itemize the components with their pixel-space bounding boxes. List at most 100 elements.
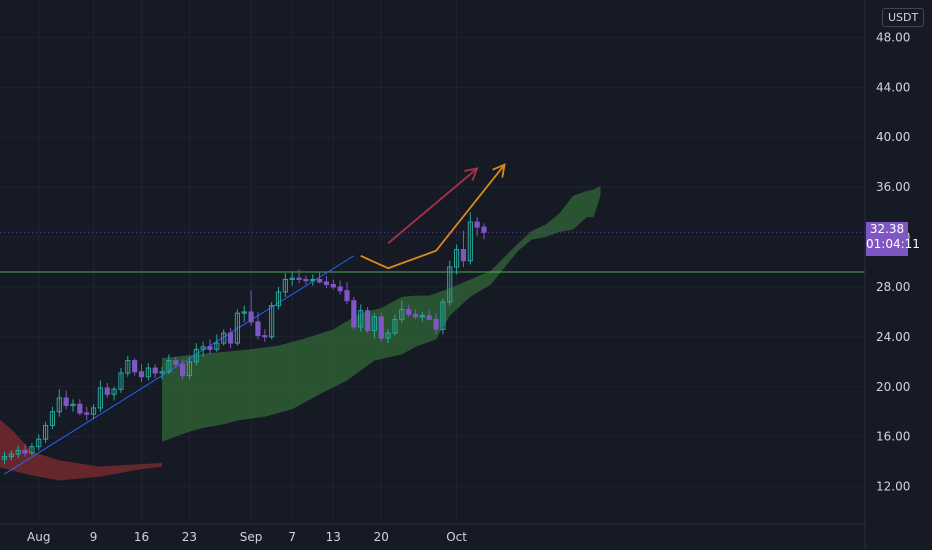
candle-body bbox=[241, 311, 247, 314]
candle-body bbox=[378, 316, 384, 339]
candle-body bbox=[358, 310, 364, 328]
y-tick-label: 24.00 bbox=[876, 330, 910, 344]
candle bbox=[241, 305, 247, 322]
candle bbox=[29, 442, 35, 456]
trend-line bbox=[4, 255, 355, 475]
x-tick-label: Aug bbox=[27, 530, 50, 544]
candle-body bbox=[173, 360, 179, 365]
x-tick-label: 16 bbox=[134, 530, 149, 544]
candle-body bbox=[454, 249, 460, 268]
candle-body bbox=[8, 453, 14, 458]
candle bbox=[433, 313, 439, 335]
candle bbox=[399, 300, 405, 324]
candle bbox=[406, 304, 412, 317]
candle bbox=[193, 343, 199, 366]
candle-body bbox=[77, 403, 83, 414]
projection-path-orange bbox=[360, 164, 506, 270]
candle bbox=[22, 444, 28, 457]
candle bbox=[227, 328, 234, 349]
y-tick-label: 40.00 bbox=[876, 130, 910, 144]
candle bbox=[200, 341, 206, 357]
candle bbox=[234, 309, 241, 346]
candle bbox=[15, 445, 21, 458]
candle-body bbox=[1, 456, 8, 460]
candle-body bbox=[296, 277, 302, 280]
candle bbox=[337, 280, 343, 295]
candle bbox=[358, 304, 364, 332]
x-tick-label: 13 bbox=[326, 530, 341, 544]
y-tick-label: 16.00 bbox=[876, 430, 910, 444]
candle-body bbox=[371, 316, 377, 332]
candle-body bbox=[275, 291, 282, 307]
candle bbox=[440, 298, 446, 335]
candle-body bbox=[351, 300, 357, 328]
candle-body bbox=[392, 318, 398, 334]
candle bbox=[173, 356, 179, 369]
candle bbox=[1, 451, 8, 465]
candle bbox=[63, 390, 69, 410]
candle-body bbox=[145, 367, 151, 378]
candle bbox=[8, 450, 14, 461]
x-tick-label: 20 bbox=[374, 530, 389, 544]
candle-body bbox=[255, 321, 261, 337]
candle-body bbox=[399, 308, 405, 320]
candle-body bbox=[49, 411, 56, 426]
projection-arrows bbox=[360, 163, 506, 270]
candle bbox=[248, 290, 254, 326]
candle bbox=[419, 311, 425, 322]
candle-body bbox=[310, 278, 316, 282]
candle-body bbox=[111, 388, 117, 395]
candle-body bbox=[344, 290, 350, 302]
candle-body bbox=[385, 332, 391, 339]
candle-body bbox=[22, 449, 28, 454]
candle bbox=[214, 334, 220, 352]
candle bbox=[351, 296, 357, 330]
candle-body bbox=[262, 335, 268, 338]
candle-body bbox=[330, 283, 336, 288]
currency-badge[interactable]: USDT bbox=[882, 8, 925, 27]
candle bbox=[152, 364, 158, 379]
candle bbox=[467, 212, 473, 265]
candle bbox=[344, 281, 350, 305]
candle-body bbox=[125, 360, 131, 374]
candle-body bbox=[207, 346, 213, 350]
projection-path-red bbox=[387, 167, 478, 244]
candle bbox=[454, 244, 460, 275]
candle-body bbox=[193, 348, 199, 363]
candle bbox=[310, 274, 316, 286]
candle-body bbox=[84, 412, 90, 415]
candle bbox=[426, 309, 432, 321]
candle-body bbox=[180, 363, 186, 377]
arrowhead-red bbox=[464, 167, 479, 181]
grid-layer bbox=[0, 0, 865, 524]
candle-body bbox=[303, 278, 309, 282]
candle-body bbox=[29, 446, 35, 454]
candles-layer bbox=[1, 212, 487, 465]
candle bbox=[90, 404, 97, 420]
candle-body bbox=[419, 315, 425, 318]
candle-body bbox=[282, 278, 288, 293]
cloud-bear bbox=[0, 419, 163, 481]
candle-body bbox=[406, 308, 412, 315]
y-tick-label: 12.00 bbox=[876, 480, 910, 494]
candle bbox=[412, 309, 419, 320]
axes: 12.0016.0020.0024.0028.0032.0036.0040.00… bbox=[0, 0, 910, 550]
candle bbox=[255, 311, 261, 340]
x-tick-label: 23 bbox=[182, 530, 197, 544]
candle-body bbox=[317, 278, 323, 283]
candle bbox=[296, 269, 302, 284]
candle-body bbox=[152, 367, 158, 374]
candle bbox=[97, 380, 104, 412]
candle-body bbox=[63, 397, 69, 406]
candle bbox=[282, 273, 288, 297]
candle bbox=[77, 399, 83, 416]
candle-body bbox=[90, 407, 97, 415]
candle-body bbox=[447, 266, 453, 303]
candle-body bbox=[118, 372, 124, 390]
candle-body bbox=[214, 342, 220, 350]
candle bbox=[392, 314, 398, 336]
candle bbox=[70, 399, 76, 412]
candle-body bbox=[248, 311, 254, 323]
